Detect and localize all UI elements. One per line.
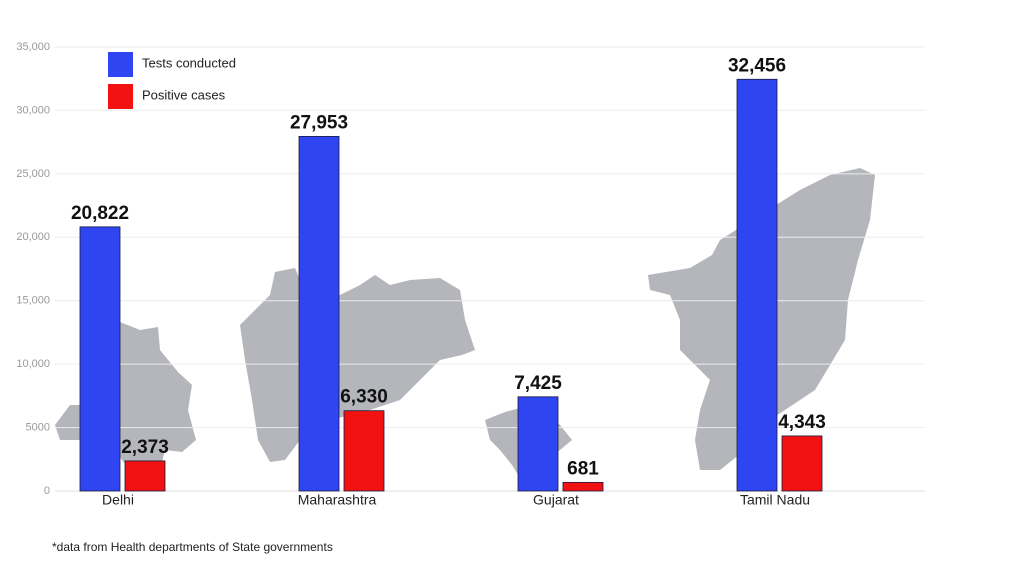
bar (781, 435, 823, 492)
x-tick-label: Maharashtra (298, 492, 377, 508)
y-tick-label: 20,000 (16, 231, 50, 243)
y-tick-label: 10,000 (16, 358, 50, 370)
value-label: 20,822 (71, 203, 129, 224)
value-label: 4,343 (778, 412, 826, 433)
bar (79, 226, 121, 492)
value-label: 681 (567, 458, 599, 479)
value-label: 7,425 (514, 373, 562, 394)
bar (124, 460, 166, 492)
legend-label: Positive cases (142, 87, 226, 102)
x-tick-label: Gujarat (533, 492, 579, 508)
y-tick-label: 35,000 (16, 41, 50, 53)
y-tick-label: 0 (44, 485, 50, 497)
bar (343, 410, 385, 492)
bar (517, 396, 559, 492)
x-tick-label: Delhi (102, 492, 134, 508)
y-tick-label: 30,000 (16, 104, 50, 116)
bar (562, 481, 604, 492)
value-label: 27,953 (290, 112, 348, 133)
x-tick-label: Tamil Nadu (740, 492, 810, 508)
legend-swatch (108, 84, 133, 109)
value-label: 2,373 (121, 437, 169, 458)
value-label: 32,456 (728, 55, 786, 76)
y-tick-label: 5000 (26, 421, 50, 433)
footnote: *data from Health departments of State g… (52, 540, 333, 554)
bar (736, 78, 778, 492)
legend-label: Tests conducted (142, 55, 236, 70)
bar (298, 135, 340, 492)
legend-swatch (108, 52, 133, 77)
y-tick-label: 25,000 (16, 168, 50, 180)
y-tick-label: 15,000 (16, 295, 50, 307)
value-label: 6,330 (340, 387, 388, 408)
